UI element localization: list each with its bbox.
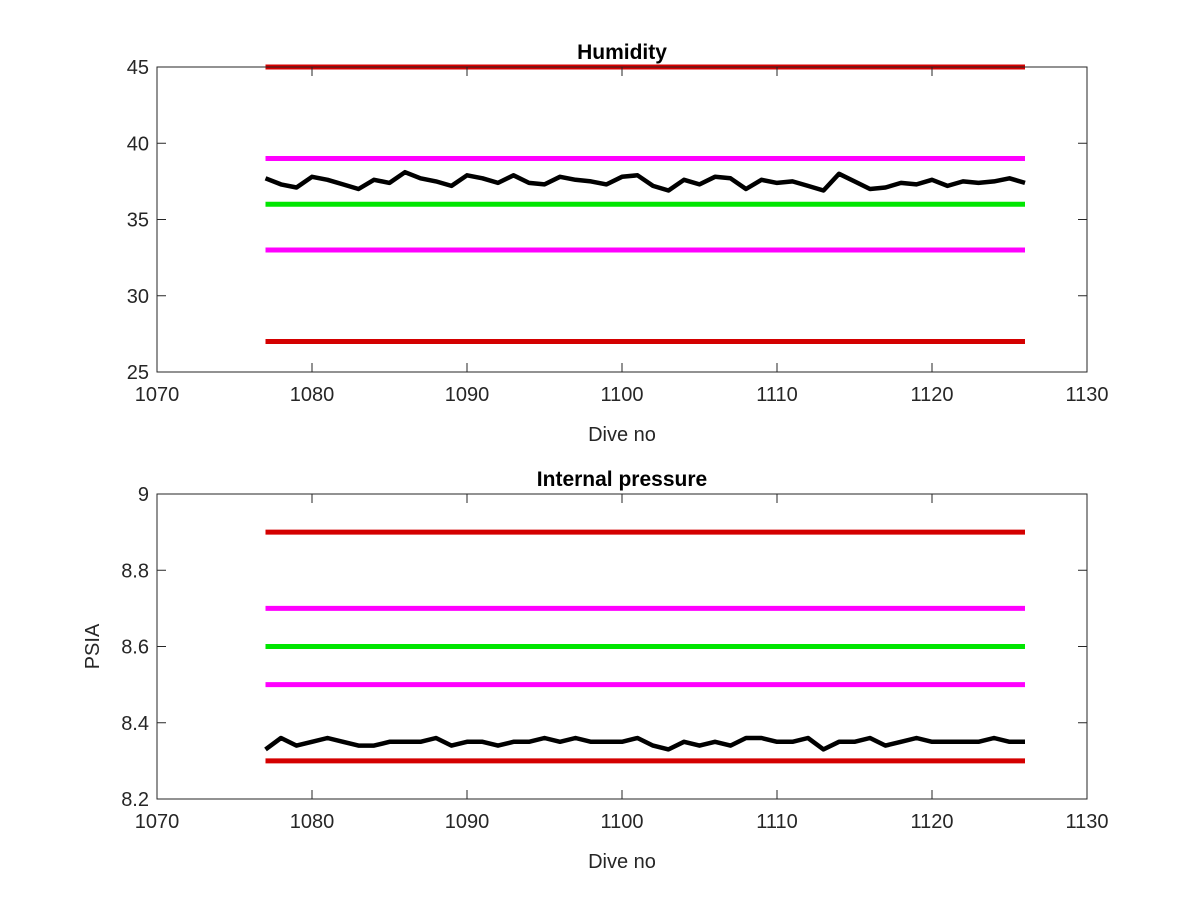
y-tick-label: 9	[138, 484, 149, 506]
x-tick-label: 1100	[600, 384, 643, 406]
subplot-2: 1070 1080 1090 1100 1110 1120 1130 8.2 8.4 8.6 8.8…	[82, 468, 1109, 873]
subplot-1: 1070 1080 1090 1100 1110 1120 1130 25 30 35 40 45 Hu…	[127, 41, 1109, 446]
x-tick-label: 1120	[910, 384, 953, 406]
y-tick-label: 8.4	[121, 713, 149, 735]
x-tick-label: 1090	[445, 384, 490, 406]
x-tick-label: 1120	[910, 811, 953, 833]
x-tick-label: 1110	[756, 384, 798, 406]
chart-title: Humidity	[577, 41, 667, 64]
x-tick-label: 1070	[135, 811, 180, 833]
x-tick-label: 1100	[600, 811, 643, 833]
x-tick-label: 1080	[290, 811, 335, 833]
x-tick-label: 1080	[290, 384, 335, 406]
y-tick-label: 25	[127, 362, 149, 384]
measured-line	[264, 735, 1025, 752]
y-tick-label: 30	[127, 286, 149, 308]
x-tick-label: 1070	[135, 384, 180, 406]
y-tick-label: 8.8	[121, 560, 149, 582]
y-tick-label: 45	[127, 57, 149, 79]
x-axis-label: Dive no	[588, 851, 656, 873]
x-axis-label: Dive no	[588, 424, 656, 446]
measured-line	[264, 169, 1026, 193]
axes-box	[156, 66, 1088, 373]
y-tick-label: 40	[127, 133, 149, 155]
chart-title: Internal pressure	[537, 468, 707, 491]
y-tick-label: 8.2	[121, 789, 149, 811]
x-tick-label: 1110	[756, 811, 798, 833]
y-tick-label: 8.6	[121, 637, 149, 659]
y-axis-label: PSIA	[82, 623, 104, 669]
x-tick-label: 1130	[1065, 384, 1108, 406]
y-tick-label: 35	[127, 210, 149, 232]
x-tick-label: 1130	[1065, 811, 1108, 833]
x-tick-label: 1090	[445, 811, 490, 833]
